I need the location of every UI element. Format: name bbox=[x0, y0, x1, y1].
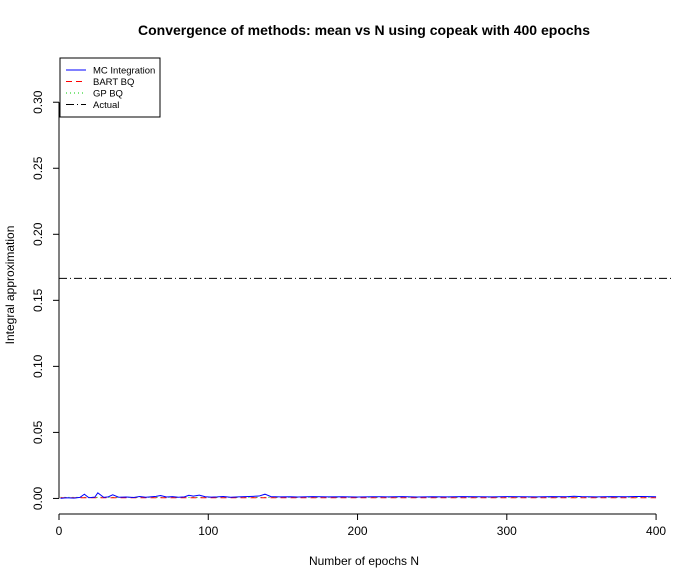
legend-box bbox=[59, 57, 161, 118]
y-tick-label: 0.05 bbox=[31, 420, 45, 444]
legend-entry-label: Actual bbox=[93, 100, 119, 111]
x-axis: 0 100 200 300 400 bbox=[56, 513, 666, 538]
series-layer bbox=[60, 492, 657, 499]
legend-entry-label: MC Integration bbox=[93, 66, 155, 77]
y-tick-label: 0.30 bbox=[31, 90, 45, 114]
y-axis: 0.00 0.05 0.10 0.15 0.20 0.25 0.30 bbox=[31, 90, 60, 510]
x-tick-label: 200 bbox=[348, 524, 368, 538]
y-tick-label: 0.25 bbox=[31, 156, 45, 180]
y-tick-label: 0.10 bbox=[31, 354, 45, 378]
plot-region bbox=[59, 56, 671, 509]
chart-title: Convergence of methods: mean vs N using … bbox=[138, 22, 590, 38]
legend-entry-label: BART BQ bbox=[93, 77, 134, 88]
y-axis-label: Integral approximation bbox=[3, 226, 17, 345]
y-tick-label: 0.20 bbox=[31, 222, 45, 246]
x-tick-label: 100 bbox=[198, 524, 218, 538]
x-tick-label: 400 bbox=[646, 524, 666, 538]
y-tick-label: 0.15 bbox=[31, 288, 45, 312]
legend-entry-label: GP BQ bbox=[93, 89, 123, 100]
series-line-mc-integration bbox=[60, 492, 657, 499]
y-tick-label: 0.00 bbox=[31, 486, 45, 510]
x-tick-label: 0 bbox=[56, 524, 63, 538]
x-axis-label: Number of epochs N bbox=[309, 554, 419, 568]
x-tick-label: 300 bbox=[497, 524, 517, 538]
